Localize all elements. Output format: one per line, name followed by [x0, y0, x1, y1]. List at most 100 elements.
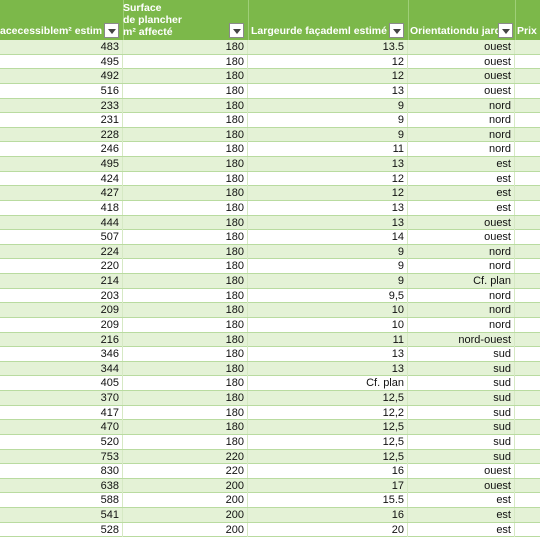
table-cell-empty[interactable]: [515, 84, 540, 98]
table-cell[interactable]: 9: [248, 274, 408, 288]
table-cell[interactable]: est: [408, 200, 515, 215]
table-cell[interactable]: sud: [408, 376, 515, 391]
table-cell[interactable]: 11: [248, 332, 408, 347]
table-cell[interactable]: 220: [123, 464, 248, 479]
table-cell[interactable]: sud: [408, 434, 515, 449]
table-cell[interactable]: 10: [248, 317, 408, 332]
table-cell[interactable]: 180: [123, 127, 248, 142]
table-cell[interactable]: 470: [0, 420, 123, 435]
table-cell[interactable]: 203: [0, 288, 123, 303]
table-cell[interactable]: 13: [248, 200, 408, 215]
table-cell-empty[interactable]: [515, 113, 540, 127]
table-cell-empty[interactable]: [515, 142, 540, 156]
table-cell[interactable]: 180: [123, 98, 248, 113]
table-cell[interactable]: 214: [0, 274, 123, 288]
table-cell-empty[interactable]: [515, 362, 540, 376]
table-cell[interactable]: 12: [248, 186, 408, 201]
table-cell-empty[interactable]: [515, 303, 540, 317]
table-cell-empty[interactable]: [515, 55, 540, 69]
table-cell[interactable]: 180: [123, 157, 248, 171]
table-cell[interactable]: sud: [408, 405, 515, 420]
table-cell[interactable]: 200: [123, 493, 248, 508]
table-cell[interactable]: Cf. plan: [248, 376, 408, 391]
table-cell-empty[interactable]: [515, 128, 540, 142]
table-cell[interactable]: 9: [248, 113, 408, 128]
table-cell[interactable]: sud: [408, 361, 515, 376]
table-cell[interactable]: 180: [123, 215, 248, 230]
table-cell-empty[interactable]: [515, 508, 540, 522]
table-cell[interactable]: nord: [408, 244, 515, 259]
table-cell[interactable]: 20: [248, 522, 408, 537]
table-cell[interactable]: 180: [123, 434, 248, 449]
table-cell[interactable]: 12: [248, 54, 408, 69]
table-cell[interactable]: 12,5: [248, 449, 408, 464]
table-cell-empty[interactable]: [515, 69, 540, 83]
table-cell[interactable]: 15.5: [248, 493, 408, 508]
table-cell-empty[interactable]: [515, 186, 540, 200]
table-cell[interactable]: ouest: [408, 83, 515, 98]
table-cell[interactable]: est: [408, 157, 515, 171]
table-cell[interactable]: 417: [0, 405, 123, 420]
filter-dropdown-icon[interactable]: [104, 23, 119, 38]
table-cell[interactable]: 228: [0, 127, 123, 142]
table-cell[interactable]: 231: [0, 113, 123, 128]
table-cell[interactable]: 180: [123, 200, 248, 215]
table-cell[interactable]: 180: [123, 405, 248, 420]
table-cell-empty[interactable]: [515, 99, 540, 113]
table-cell[interactable]: 180: [123, 274, 248, 288]
table-cell[interactable]: 528: [0, 522, 123, 537]
table-cell[interactable]: 344: [0, 361, 123, 376]
table-cell[interactable]: 180: [123, 347, 248, 362]
filter-dropdown-icon[interactable]: [229, 23, 244, 38]
table-cell[interactable]: 516: [0, 83, 123, 98]
table-cell[interactable]: 180: [123, 113, 248, 128]
table-cell[interactable]: 180: [123, 230, 248, 245]
table-cell[interactable]: 12,5: [248, 391, 408, 405]
table-cell[interactable]: 16: [248, 464, 408, 479]
table-cell[interactable]: 507: [0, 230, 123, 245]
table-cell[interactable]: 9: [248, 259, 408, 274]
table-cell-empty[interactable]: [515, 435, 540, 449]
table-cell[interactable]: 246: [0, 142, 123, 157]
table-cell[interactable]: 200: [123, 478, 248, 493]
table-cell[interactable]: nord: [408, 142, 515, 157]
table-cell[interactable]: nord: [408, 127, 515, 142]
table-cell[interactable]: est: [408, 522, 515, 537]
table-cell[interactable]: 180: [123, 288, 248, 303]
table-cell[interactable]: sud: [408, 449, 515, 464]
table-cell-empty[interactable]: [515, 391, 540, 405]
table-cell[interactable]: 418: [0, 200, 123, 215]
table-cell[interactable]: 370: [0, 391, 123, 405]
table-cell[interactable]: nord: [408, 98, 515, 113]
table-cell[interactable]: ouest: [408, 230, 515, 245]
table-cell[interactable]: sud: [408, 420, 515, 435]
table-cell[interactable]: est: [408, 186, 515, 201]
table-cell[interactable]: 14: [248, 230, 408, 245]
table-cell[interactable]: Cf. plan: [408, 274, 515, 288]
column-header-largeur-facade[interactable]: Largeurde façademl estimé: [248, 0, 408, 40]
table-cell[interactable]: sud: [408, 391, 515, 405]
filter-dropdown-icon[interactable]: [389, 23, 404, 38]
table-cell[interactable]: 180: [123, 391, 248, 405]
table-cell-empty[interactable]: [515, 216, 540, 230]
table-cell-empty[interactable]: [515, 289, 540, 303]
table-cell[interactable]: 233: [0, 98, 123, 113]
table-cell[interactable]: 13: [248, 361, 408, 376]
column-header-surface-accessible[interactable]: acecessiblem² estim: [0, 0, 123, 40]
table-cell-empty[interactable]: [515, 230, 540, 244]
table-cell-empty[interactable]: [515, 347, 540, 361]
table-cell[interactable]: 12: [248, 69, 408, 84]
table-cell[interactable]: 180: [123, 376, 248, 391]
table-cell[interactable]: 541: [0, 508, 123, 522]
table-cell-empty[interactable]: [515, 333, 540, 347]
table-cell[interactable]: 180: [123, 317, 248, 332]
table-cell[interactable]: 180: [123, 40, 248, 54]
table-cell-empty[interactable]: [515, 479, 540, 493]
table-cell[interactable]: est: [408, 171, 515, 186]
table-cell[interactable]: 13: [248, 157, 408, 171]
table-cell[interactable]: 180: [123, 259, 248, 274]
table-cell[interactable]: ouest: [408, 464, 515, 479]
table-cell-empty[interactable]: [515, 245, 540, 259]
table-cell[interactable]: 180: [123, 54, 248, 69]
table-cell[interactable]: 209: [0, 317, 123, 332]
